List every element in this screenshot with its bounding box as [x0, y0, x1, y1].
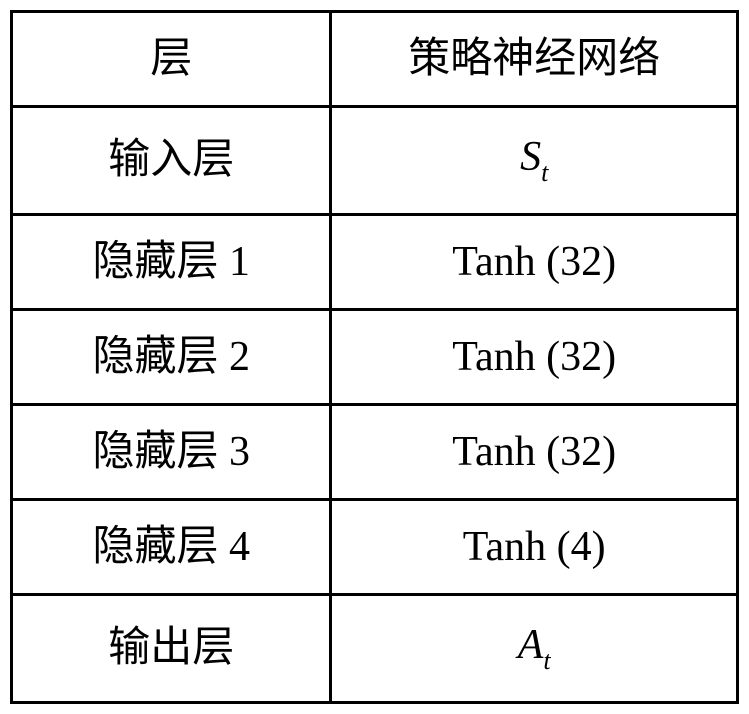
cell-value: Tanh (32) — [331, 309, 738, 404]
header-network: 策略神经网络 — [331, 12, 738, 107]
network-architecture-table: 层 策略神经网络 输入层 St 隐藏层 1 Tanh (32) 隐藏层 2 Ta… — [10, 10, 739, 704]
table-row: 隐藏层 1 Tanh (32) — [12, 214, 738, 309]
cell-value: St — [331, 106, 738, 214]
header-layer: 层 — [12, 12, 331, 107]
table-row: 输出层 At — [12, 594, 738, 702]
cell-layer: 隐藏层 3 — [12, 404, 331, 499]
cell-layer: 隐藏层 2 — [12, 309, 331, 404]
cell-value: Tanh (32) — [331, 214, 738, 309]
cell-layer: 输出层 — [12, 594, 331, 702]
table-row: 隐藏层 2 Tanh (32) — [12, 309, 738, 404]
math-sub: t — [541, 158, 548, 187]
cell-value: Tanh (4) — [331, 499, 738, 594]
cell-layer: 隐藏层 4 — [12, 499, 331, 594]
cell-value: Tanh (32) — [331, 404, 738, 499]
table-row: 隐藏层 4 Tanh (4) — [12, 499, 738, 594]
table-row: 输入层 St — [12, 106, 738, 214]
cell-layer: 输入层 — [12, 106, 331, 214]
cell-value: At — [331, 594, 738, 702]
math-sub: t — [543, 646, 550, 675]
cell-layer: 隐藏层 1 — [12, 214, 331, 309]
math-var: A — [518, 622, 544, 668]
table-row: 隐藏层 3 Tanh (32) — [12, 404, 738, 499]
math-var: S — [520, 134, 541, 180]
table-row: 层 策略神经网络 — [12, 12, 738, 107]
